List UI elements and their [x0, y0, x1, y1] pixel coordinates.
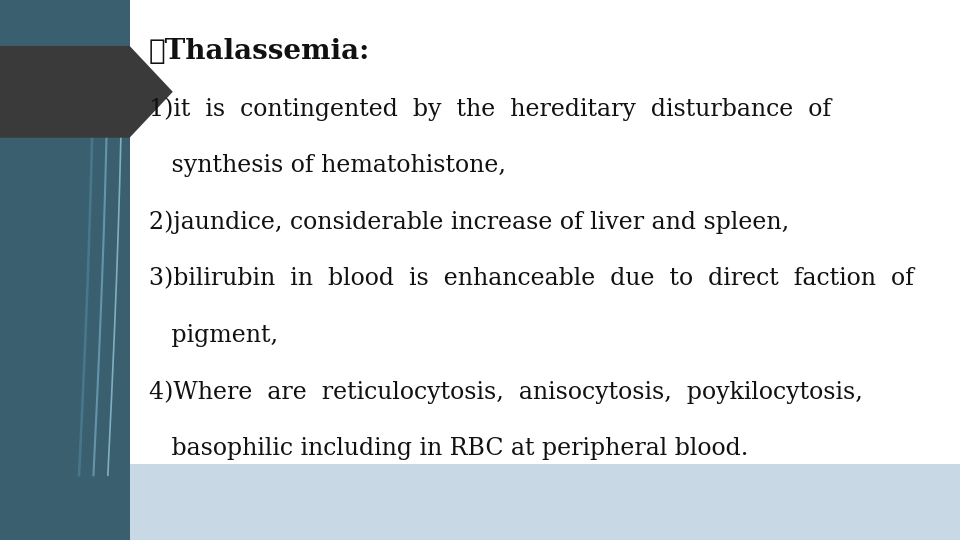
Text: ➤Thalassemia:: ➤Thalassemia: [149, 38, 370, 65]
FancyBboxPatch shape [130, 0, 960, 464]
Text: synthesis of hematohistone,: synthesis of hematohistone, [149, 154, 506, 177]
Text: 4)Where  are  reticulocytosis,  anisocytosis,  poykilocytosis,: 4)Where are reticulocytosis, anisocytosi… [149, 381, 863, 404]
Text: pigment,: pigment, [149, 324, 278, 347]
Polygon shape [0, 46, 173, 138]
Text: basophilic including in RBC at peripheral blood.: basophilic including in RBC at periphera… [149, 437, 748, 461]
FancyBboxPatch shape [130, 464, 960, 540]
Text: 1)it  is  contingented  by  the  hereditary  disturbance  of: 1)it is contingented by the hereditary d… [149, 97, 831, 121]
FancyBboxPatch shape [0, 0, 130, 540]
Text: 2)jaundice, considerable increase of liver and spleen,: 2)jaundice, considerable increase of liv… [149, 211, 789, 234]
Text: 3)bilirubin  in  blood  is  enhanceable  due  to  direct  faction  of: 3)bilirubin in blood is enhanceable due … [149, 267, 914, 291]
